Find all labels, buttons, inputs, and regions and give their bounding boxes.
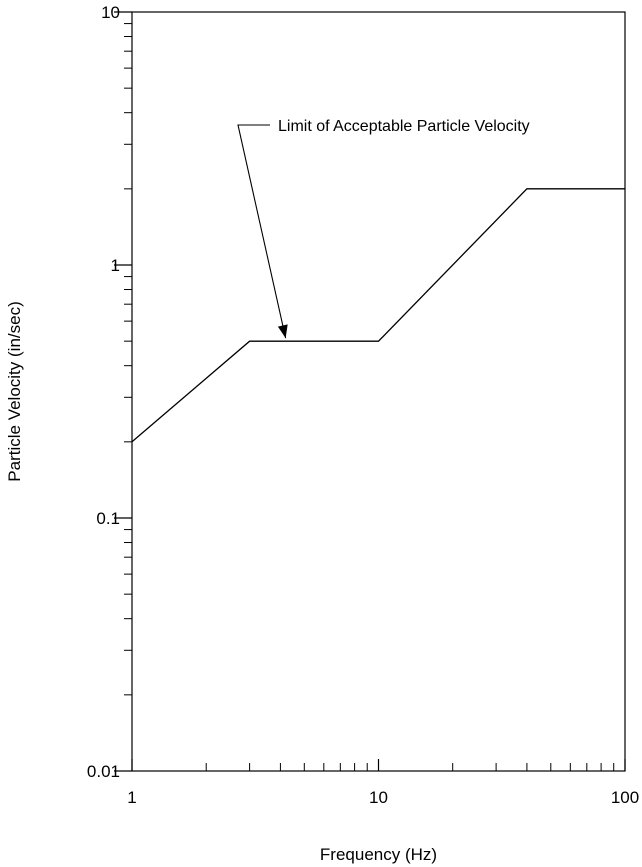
velocity-limit-line	[131, 188, 625, 443]
minor-ticks	[124, 23, 615, 771]
y-axis-label: Particle Velocity (in/sec)	[5, 301, 24, 481]
annotation-text: Limit of Acceptable Particle Velocity	[278, 118, 530, 135]
y-tick-label: 0.1	[96, 509, 120, 528]
annotation-arrowhead	[277, 324, 288, 339]
x-tick-label: 100	[611, 788, 639, 807]
y-tick-labels: 0.01 0.1 1 10	[87, 3, 120, 781]
annotation-leader	[237, 124, 287, 339]
x-axis-label: Frequency (Hz)	[320, 845, 437, 864]
y-tick-label: 10	[101, 3, 120, 22]
x-tick-label: 1	[127, 788, 136, 807]
x-tick-labels: 1 10 100	[127, 788, 639, 807]
y-tick-label: 1	[111, 256, 120, 275]
plot-frame	[131, 11, 626, 772]
y-tick-label: 0.01	[87, 762, 120, 781]
annotation: Limit of Acceptable Particle Velocity	[237, 118, 530, 339]
x-tick-label: 10	[369, 788, 388, 807]
